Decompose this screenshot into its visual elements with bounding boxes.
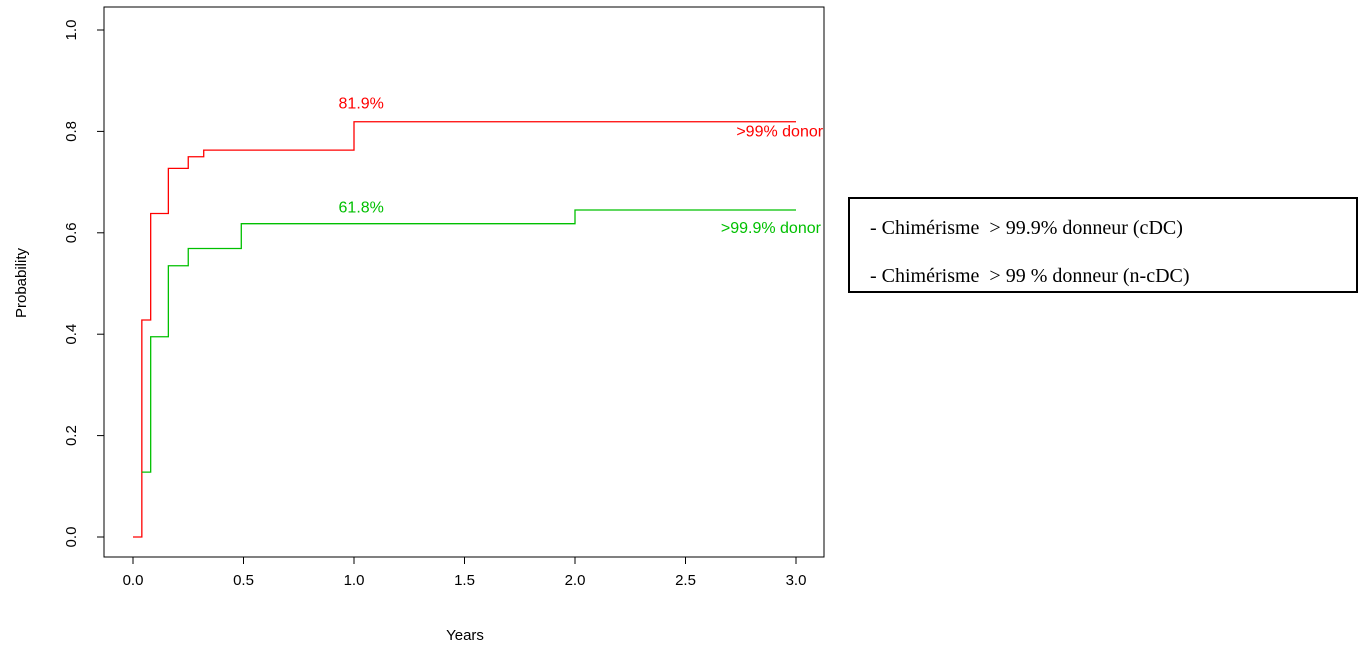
y-tick-label: 0.8 xyxy=(63,121,80,142)
x-tick-label: 1.0 xyxy=(344,572,365,589)
annotation-label: 81.9% xyxy=(339,96,384,113)
series-line-gt99 xyxy=(133,121,796,538)
x-tick-label: 2.0 xyxy=(565,572,586,589)
y-axis-title: Probability xyxy=(13,247,30,318)
plot-frame xyxy=(103,6,825,558)
y-tick-label: 0.4 xyxy=(63,324,80,345)
x-tick-label: 1.5 xyxy=(454,572,475,589)
y-tick-label: 0.0 xyxy=(63,527,80,548)
y-tick-label: 0.6 xyxy=(63,222,80,243)
annotation-label: >99.9% donor xyxy=(721,220,822,237)
annotation-layer: 81.9% >99% donor 61.8% >99.9% donor xyxy=(339,96,824,237)
y-tick-label: 0.2 xyxy=(63,425,80,446)
annotation-label: 61.8% xyxy=(339,200,384,217)
x-tick-label: 0.0 xyxy=(123,572,144,589)
x-tick-label: 0.5 xyxy=(233,572,254,589)
axis-ticks: 0.0 0.5 1.0 1.5 2.0 2.5 3.0 0.0 0.2 0.4 0.6 0.8 1.0 xyxy=(63,20,806,589)
x-tick-label: 3.0 xyxy=(786,572,807,589)
legend-item-ncdc: - Chimérisme > 99 % donneur (n-cDC) xyxy=(870,265,1190,287)
series-line-gt99-9 xyxy=(141,209,796,473)
series-layer xyxy=(133,121,796,538)
x-tick-label: 2.5 xyxy=(675,572,696,589)
x-axis-title: Years xyxy=(446,627,484,644)
annotation-label: >99% donor xyxy=(736,123,823,140)
legend-box: - Chimérisme > 99.9% donneur (cDC) - Chi… xyxy=(848,197,1358,293)
legend-item-cdc: - Chimérisme > 99.9% donneur (cDC) xyxy=(870,217,1183,239)
y-tick-label: 1.0 xyxy=(63,20,80,41)
